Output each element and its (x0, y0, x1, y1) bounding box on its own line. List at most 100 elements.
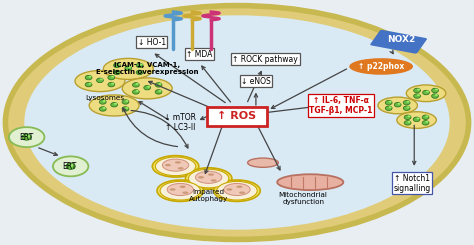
Ellipse shape (385, 100, 392, 105)
Text: ICAM-1, VCAM-1,
E-selectin overexpression: ICAM-1, VCAM-1, E-selectin overexpressio… (96, 62, 199, 75)
Ellipse shape (136, 90, 139, 92)
Ellipse shape (85, 82, 92, 87)
Ellipse shape (75, 71, 125, 92)
Ellipse shape (111, 102, 118, 107)
Ellipse shape (158, 90, 162, 92)
Ellipse shape (417, 94, 420, 96)
Text: ↑ ROS: ↑ ROS (218, 111, 256, 121)
Ellipse shape (414, 94, 420, 98)
Ellipse shape (407, 101, 410, 103)
Ellipse shape (189, 169, 229, 188)
Ellipse shape (128, 66, 131, 68)
Ellipse shape (103, 100, 106, 102)
Ellipse shape (408, 115, 410, 117)
Text: ↑ ROCK pathway: ↑ ROCK pathway (232, 55, 298, 64)
Ellipse shape (180, 185, 186, 188)
Ellipse shape (414, 88, 420, 93)
Ellipse shape (125, 107, 128, 109)
Ellipse shape (111, 83, 114, 85)
Ellipse shape (108, 75, 115, 80)
Ellipse shape (136, 70, 143, 75)
Ellipse shape (85, 75, 92, 80)
Ellipse shape (103, 107, 106, 109)
Ellipse shape (224, 184, 250, 196)
Ellipse shape (163, 159, 189, 171)
Ellipse shape (237, 185, 242, 188)
Ellipse shape (97, 78, 103, 83)
Ellipse shape (349, 58, 413, 75)
Ellipse shape (125, 100, 128, 102)
Ellipse shape (66, 163, 75, 170)
Ellipse shape (435, 88, 438, 90)
Ellipse shape (378, 97, 418, 114)
Ellipse shape (423, 90, 429, 95)
Ellipse shape (122, 107, 129, 111)
Ellipse shape (111, 76, 114, 78)
Text: Mitochondrial
dysfunction: Mitochondrial dysfunction (279, 192, 328, 205)
Ellipse shape (394, 102, 401, 107)
Ellipse shape (114, 103, 117, 105)
Ellipse shape (404, 121, 411, 125)
Ellipse shape (122, 78, 172, 99)
Text: ↓ HO-1: ↓ HO-1 (138, 38, 166, 47)
Ellipse shape (117, 71, 120, 72)
Ellipse shape (103, 58, 153, 79)
Ellipse shape (175, 161, 181, 164)
Ellipse shape (406, 85, 446, 102)
Ellipse shape (147, 86, 150, 88)
Ellipse shape (89, 76, 91, 78)
Ellipse shape (152, 156, 199, 177)
Ellipse shape (426, 115, 428, 117)
Ellipse shape (5, 6, 469, 239)
Ellipse shape (139, 63, 143, 65)
Ellipse shape (144, 86, 151, 90)
Ellipse shape (417, 88, 420, 90)
Ellipse shape (182, 191, 188, 194)
Text: Lysosomes: Lysosomes (85, 95, 124, 101)
Ellipse shape (398, 103, 401, 105)
Ellipse shape (239, 191, 245, 194)
Ellipse shape (132, 90, 139, 94)
Ellipse shape (117, 63, 120, 65)
Text: ERT: ERT (62, 162, 76, 171)
Ellipse shape (208, 173, 214, 176)
Text: ↓ mTOR
↑ LC3-II: ↓ mTOR ↑ LC3-II (164, 113, 196, 132)
Ellipse shape (139, 71, 143, 72)
Ellipse shape (122, 100, 129, 104)
Ellipse shape (108, 82, 115, 87)
Ellipse shape (125, 66, 132, 70)
Text: NOX2: NOX2 (387, 35, 415, 44)
Text: ↓ eNOS: ↓ eNOS (241, 77, 271, 86)
Ellipse shape (22, 134, 31, 140)
Ellipse shape (185, 168, 232, 189)
Ellipse shape (417, 117, 419, 119)
Ellipse shape (53, 156, 88, 176)
Ellipse shape (385, 106, 392, 110)
Ellipse shape (432, 88, 438, 93)
Ellipse shape (426, 91, 429, 93)
Ellipse shape (407, 106, 410, 108)
Ellipse shape (157, 180, 203, 201)
Text: ↑ MDA: ↑ MDA (186, 50, 212, 59)
Ellipse shape (114, 70, 120, 75)
Ellipse shape (214, 180, 260, 201)
Ellipse shape (160, 181, 201, 200)
Ellipse shape (403, 106, 410, 110)
Ellipse shape (167, 184, 193, 196)
Ellipse shape (9, 127, 45, 147)
Text: ↑ Notch1
signalling: ↑ Notch1 signalling (393, 174, 430, 193)
Ellipse shape (422, 115, 429, 120)
Ellipse shape (195, 171, 222, 183)
Ellipse shape (158, 83, 162, 85)
Ellipse shape (24, 15, 450, 230)
Ellipse shape (389, 106, 392, 108)
Ellipse shape (100, 107, 106, 111)
Ellipse shape (100, 100, 106, 104)
Ellipse shape (277, 174, 343, 190)
Ellipse shape (389, 101, 392, 103)
Ellipse shape (170, 188, 175, 191)
Ellipse shape (114, 63, 120, 68)
Ellipse shape (132, 83, 139, 87)
Ellipse shape (136, 83, 139, 85)
Ellipse shape (435, 94, 438, 96)
